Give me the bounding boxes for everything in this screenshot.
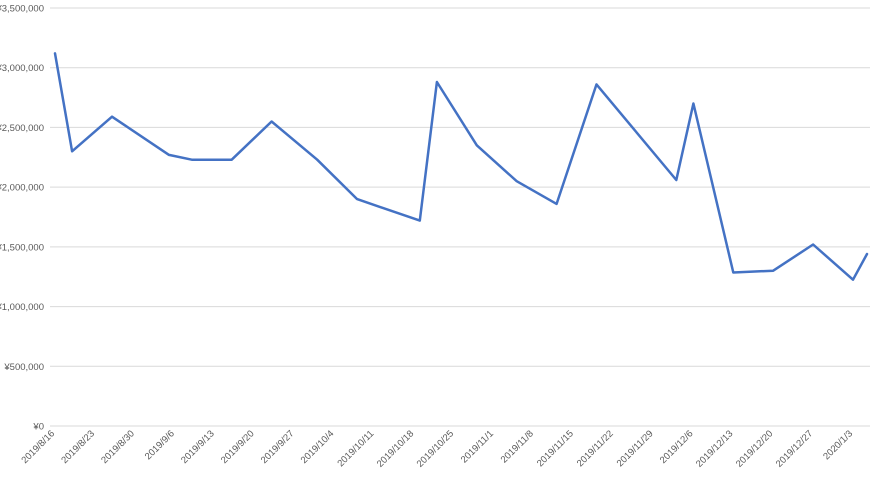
x-tick-label: 2019/10/11 <box>335 428 376 469</box>
data-point <box>555 202 559 206</box>
data-point <box>595 82 599 86</box>
x-tick-label: 2019/10/25 <box>415 428 456 469</box>
x-tick-label: 2019/11/29 <box>615 428 656 469</box>
data-point <box>230 158 234 162</box>
y-tick-label: ¥1,500,000 <box>0 242 44 253</box>
data-point <box>53 51 57 55</box>
y-tick-label: ¥2,000,000 <box>0 183 44 194</box>
y-tick-label: ¥2,500,000 <box>0 123 44 134</box>
data-point <box>167 153 171 157</box>
x-tick-label: 2019/9/27 <box>259 428 297 466</box>
data-point <box>190 158 194 162</box>
x-tick-label: 2019/12/27 <box>774 428 815 469</box>
data-point <box>270 119 274 123</box>
x-tick-label: 2019/11/22 <box>575 428 616 469</box>
x-tick-label: 2019/9/13 <box>179 428 217 466</box>
x-axis-tick-labels: 2019/8/16 2019/8/23 2019/8/30 2019/9/6 2019/… <box>19 428 855 469</box>
data-point <box>355 197 359 201</box>
x-tick-label: 2019/10/18 <box>375 428 416 469</box>
x-tick-label: 2019/11/1 <box>459 428 496 465</box>
data-point <box>515 179 519 183</box>
data-point <box>771 269 775 273</box>
data-point <box>435 80 439 84</box>
data-point <box>475 143 479 147</box>
y-axis-tick-labels: ¥0 ¥500,000 ¥1,000,000 ¥1,500,000 ¥2,000,000… <box>0 4 44 433</box>
data-point <box>315 158 319 162</box>
x-tick-label: 2019/12/20 <box>734 428 775 469</box>
data-point <box>110 115 114 119</box>
x-tick-label: 2019/11/8 <box>499 428 536 465</box>
y-tick-label: ¥1,000,000 <box>0 302 44 313</box>
x-tick-label: 2019/12/6 <box>658 428 696 466</box>
data-point <box>674 178 678 182</box>
y-tick-label: ¥500,000 <box>3 362 44 373</box>
y-tick-label: ¥3,000,000 <box>0 63 44 74</box>
x-tick-label: 2019/9/20 <box>219 428 257 466</box>
data-point <box>691 102 695 106</box>
x-tick-label: 2019/8/16 <box>19 428 57 466</box>
x-tick-label: 2019/9/6 <box>143 428 177 462</box>
data-point <box>70 149 74 153</box>
x-tick-label: 2020/1/3 <box>821 428 855 462</box>
data-point <box>731 271 735 275</box>
x-tick-label: 2019/8/23 <box>59 428 97 466</box>
series-line <box>53 52 869 281</box>
y-tick-label: ¥0 <box>32 422 44 433</box>
y-tick-label: ¥3,500,000 <box>0 4 44 15</box>
x-tick-label: 2019/11/15 <box>535 428 576 469</box>
x-tick-label: 2019/10/4 <box>299 428 337 466</box>
data-point <box>865 252 869 256</box>
x-tick-label: 2019/8/30 <box>99 428 137 466</box>
data-point <box>418 219 422 223</box>
data-point <box>811 242 815 246</box>
data-point <box>851 278 855 282</box>
x-tick-label: 2019/12/13 <box>694 428 735 469</box>
gridlines <box>50 7 870 367</box>
